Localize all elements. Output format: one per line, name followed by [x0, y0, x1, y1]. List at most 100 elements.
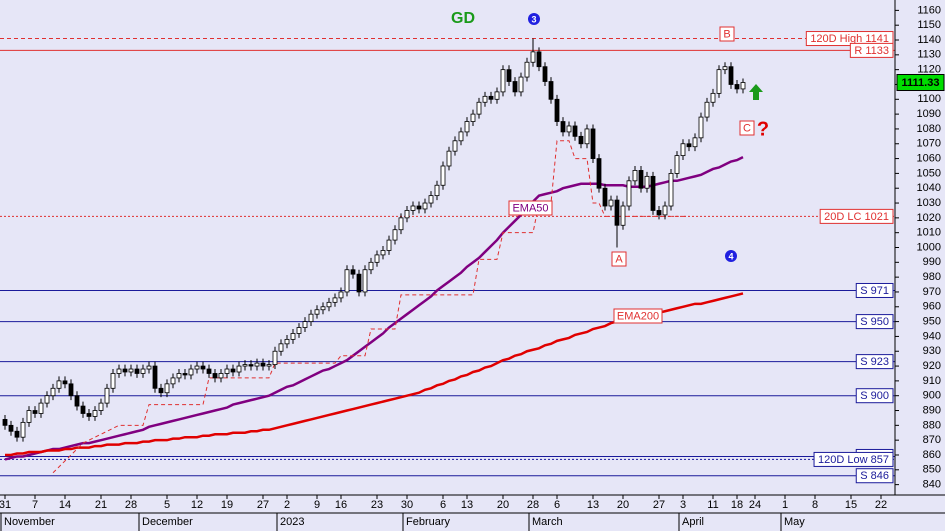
candle-body: [212, 373, 218, 379]
candle-body: [530, 51, 536, 63]
x-tick-label: 14: [59, 499, 71, 511]
x-tick-label: 6: [554, 499, 560, 511]
x-tick-label: 18: [731, 499, 743, 511]
candle-body: [548, 81, 554, 100]
candle-body: [638, 170, 644, 189]
candle-body: [218, 373, 224, 379]
candle-body: [644, 175, 650, 189]
candle-body: [314, 309, 320, 315]
y-tick-label: 840: [923, 479, 941, 491]
candle-body: [398, 217, 404, 231]
candle-body: [116, 368, 122, 374]
candle-body: [392, 229, 398, 241]
candles-layer: [2, 38, 746, 442]
y-tick-label: 880: [923, 419, 941, 431]
candle-body: [170, 377, 176, 385]
candle-body: [626, 180, 632, 207]
level-label-box: [855, 314, 894, 330]
level-label-box: [855, 468, 894, 484]
x-tick-label: 28: [527, 499, 539, 511]
candle-body: [254, 362, 260, 367]
last-price-label: 1111.33: [902, 77, 940, 89]
level-label: S 923: [860, 356, 889, 368]
candle-body: [434, 184, 440, 197]
indicator-line: [4, 155, 744, 461]
y-tick-label: 870: [923, 434, 941, 446]
candle-body: [302, 321, 308, 328]
x-tick-label: 9: [314, 499, 320, 511]
y-tick-label: 860: [923, 449, 941, 461]
candle-body: [452, 140, 458, 152]
x-tick-label: 5: [164, 499, 170, 511]
month-label: May: [784, 516, 805, 528]
x-tick-label: 7: [32, 499, 38, 511]
y-tick-label: 980: [923, 271, 941, 283]
candle-body: [164, 383, 170, 394]
candle-body: [194, 365, 200, 370]
candle-body: [20, 421, 26, 438]
candle-body: [680, 143, 686, 157]
month-label: 2023: [280, 516, 304, 528]
candle-body: [344, 269, 350, 293]
candle-body: [26, 410, 32, 423]
month-label: February: [406, 516, 451, 528]
label-box: [611, 251, 627, 267]
candle-body: [296, 327, 302, 334]
candle-body: [488, 95, 494, 100]
x-tick-label: 22: [875, 499, 887, 511]
candle-body: [272, 350, 278, 365]
level-label: 20D LC 1021: [824, 211, 889, 223]
level-label: S 971: [860, 285, 889, 297]
candle-body: [446, 150, 452, 167]
candle-body: [728, 66, 734, 85]
y-tick-label: 1010: [917, 227, 941, 239]
candle-body: [482, 95, 488, 103]
candle-body: [284, 338, 290, 345]
candle-body: [386, 239, 392, 251]
candle-body: [188, 368, 194, 376]
y-tick-label: 1040: [917, 182, 941, 194]
x-tick-label: 27: [257, 499, 269, 511]
y-tick-label: 1030: [917, 197, 941, 209]
month-label: March: [532, 516, 563, 528]
x-tick-label: 27: [653, 499, 665, 511]
level-label: 120D High 1141: [810, 33, 889, 45]
x-tick-label: 19: [221, 499, 233, 511]
y-tick-label: 1130: [917, 49, 941, 61]
candle-body: [500, 69, 506, 93]
x-tick-label: 8: [812, 499, 818, 511]
candle-body: [704, 101, 710, 118]
y-tick-label: 1140: [917, 34, 941, 46]
y-tick-label: 1000: [917, 241, 941, 253]
candle-body: [338, 291, 344, 299]
candle-body: [14, 430, 20, 438]
candle-body: [350, 269, 356, 275]
candle-body: [668, 172, 674, 207]
y-tick-label: 1150: [917, 19, 941, 31]
y-tick-label: 970: [923, 286, 941, 298]
candle-body: [608, 199, 614, 207]
candle-body: [560, 121, 566, 133]
wave4-label: 4: [728, 251, 733, 261]
candle-body: [410, 205, 416, 211]
y-tick-label: 920: [923, 360, 941, 372]
wave-circle: [528, 13, 540, 25]
level-label: 120D Low 857: [818, 454, 889, 466]
candle-body: [38, 402, 44, 414]
wave3-label: 3: [531, 14, 536, 24]
candle-body: [536, 51, 542, 68]
candle-body: [362, 269, 368, 293]
candle-body: [134, 368, 140, 374]
candle-body: [602, 187, 608, 207]
x-tick-label: 13: [587, 499, 599, 511]
y-tick-label: 850: [923, 464, 941, 476]
y-tick-label: 940: [923, 330, 941, 342]
candle-body: [68, 383, 74, 397]
candle-body: [578, 135, 584, 145]
gd-annotation: GD: [451, 10, 475, 27]
level-label: R 1133: [854, 45, 889, 57]
candle-body: [476, 101, 482, 115]
candle-body: [566, 125, 572, 133]
candle-body: [230, 368, 236, 373]
